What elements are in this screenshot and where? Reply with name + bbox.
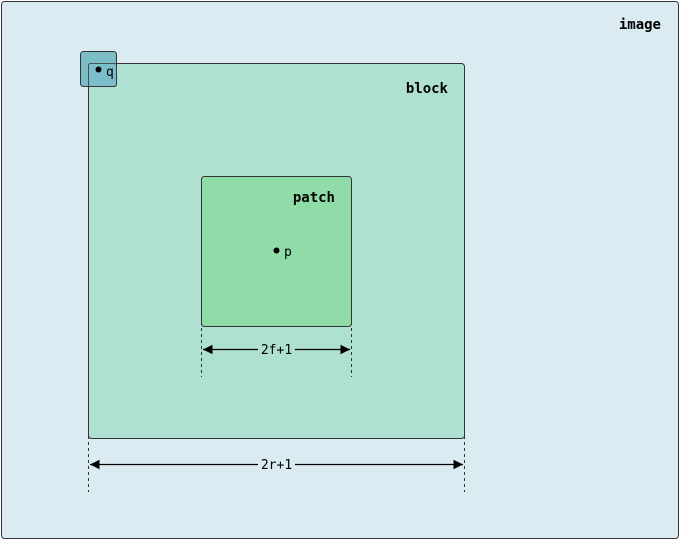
patch-dimension-label: 2f+1 — [261, 343, 292, 358]
p-label: p — [284, 245, 292, 260]
image-label: image — [619, 17, 661, 33]
q-label: q — [106, 65, 114, 80]
q-point — [95, 66, 102, 73]
q-patch-inner — [88, 63, 117, 87]
patch-dimension-label-bg — [258, 341, 295, 358]
p-point — [273, 247, 280, 254]
patch-label: patch — [293, 190, 335, 206]
block-dimension-label-bg — [258, 456, 295, 473]
block-label: block — [406, 81, 449, 97]
block-dimension-label: 2r+1 — [261, 458, 292, 473]
